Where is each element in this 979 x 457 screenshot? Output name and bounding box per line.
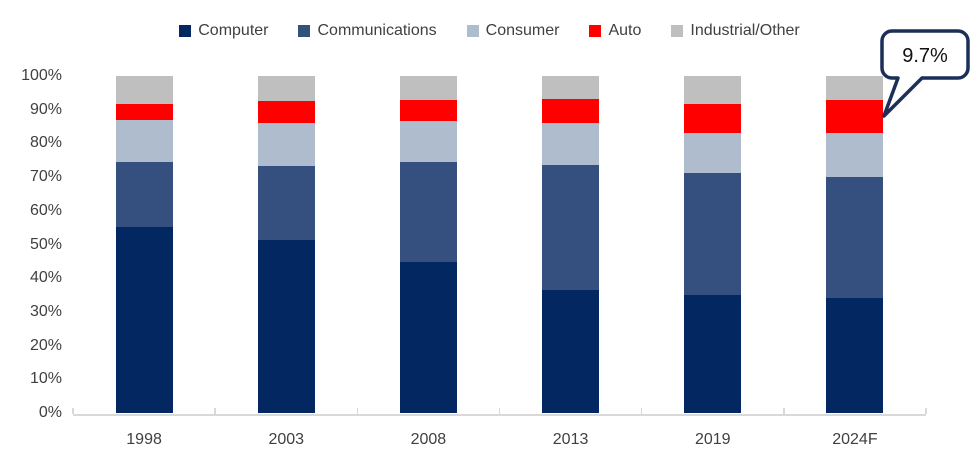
legend: Computer Communications Consumer Auto Indust… <box>0 20 979 42</box>
bar-segment-2013-communications <box>542 165 600 290</box>
bar-segment-2024f-consumer <box>826 132 884 178</box>
bar-segment-1998-communications <box>115 162 173 227</box>
bar-segment-2003-auto <box>257 101 315 124</box>
legend-swatch-icon <box>589 25 602 37</box>
x-axis-tick <box>783 408 785 414</box>
x-axis-tick <box>498 408 501 414</box>
y-axis-tick-label: 10% <box>29 370 62 388</box>
legend-label: Auto <box>608 22 642 39</box>
y-axis-tick-label: 100% <box>21 67 62 84</box>
x-axis-line <box>73 413 926 416</box>
bar-segment-2024f-industrial-other <box>826 76 884 100</box>
bar-segment-2008-communications <box>399 161 457 262</box>
y-axis-tick-label: 70% <box>29 168 62 186</box>
legend-item-communications: Communications <box>298 22 437 40</box>
legend-label: Communications <box>317 22 437 39</box>
x-axis-category-label: 2024F <box>832 431 878 448</box>
y-axis-tick-label: 90% <box>29 100 62 118</box>
x-axis-category-label: 2003 <box>268 431 305 448</box>
bar-segment-1998-auto <box>115 103 173 121</box>
y-axis-tick-label: 40% <box>29 269 62 287</box>
bar-segment-2008-computer <box>399 262 457 413</box>
legend-label: Consumer <box>485 22 560 39</box>
x-axis-tick <box>214 408 216 414</box>
bar-segment-2024f-auto <box>826 99 884 133</box>
bar-segment-2019-consumer <box>684 133 742 173</box>
y-axis-tick-label: 30% <box>29 302 62 320</box>
x-axis-category-label: 2013 <box>552 431 589 448</box>
bar-segment-2003-communications <box>257 165 315 241</box>
x-axis-category-label: 1998 <box>126 431 162 448</box>
x-axis-category-label: 2019 <box>694 431 731 448</box>
bar-segment-2008-consumer <box>399 121 457 162</box>
legend-swatch-icon <box>466 25 479 37</box>
bar-segment-2019-industrial-other <box>684 76 742 104</box>
bar-segment-2013-auto <box>542 98 600 124</box>
legend-item-industrial-other: Industrial/Other <box>671 22 800 40</box>
bar-segment-2013-consumer <box>542 123 600 166</box>
y-axis-tick-label: 80% <box>29 134 62 152</box>
x-axis-tick <box>356 408 359 414</box>
x-axis-tick <box>925 408 927 414</box>
bar-segment-2019-communications <box>684 172 742 296</box>
legend-label: Industrial/Other <box>690 22 800 39</box>
x-axis-category-label: 2008 <box>410 431 447 448</box>
bar-segment-1998-consumer <box>115 120 173 163</box>
legend-swatch-icon <box>179 25 192 37</box>
legend-swatch-icon <box>671 25 684 37</box>
y-axis-tick-label: 0% <box>38 404 62 421</box>
bar-segment-2013-industrial-other <box>542 76 600 99</box>
bar-segment-2003-computer <box>257 240 315 413</box>
y-axis-tick-label: 60% <box>29 201 62 219</box>
legend-item-auto: Auto <box>589 22 641 40</box>
x-axis-tick <box>72 408 74 414</box>
bar-segment-1998-industrial-other <box>115 76 173 104</box>
legend-item-consumer: Consumer <box>466 22 560 40</box>
bar-segment-2003-consumer <box>257 123 315 166</box>
bar-segment-2019-auto <box>684 103 742 134</box>
bar-segment-2008-industrial-other <box>399 76 457 100</box>
x-axis-tick <box>640 408 643 414</box>
legend-label: Computer <box>198 22 269 39</box>
legend-swatch-icon <box>298 25 311 37</box>
bar-segment-2013-computer <box>542 289 600 413</box>
y-axis-tick-label: 20% <box>29 336 62 354</box>
y-axis-tick-label: 50% <box>29 235 62 253</box>
bar-segment-1998-computer <box>115 226 173 413</box>
bar-segment-2019-computer <box>684 295 742 413</box>
bar-segment-2008-auto <box>399 99 457 122</box>
bar-segment-2003-industrial-other <box>257 76 315 102</box>
bar-segment-2024f-computer <box>826 298 884 413</box>
bar-segment-2024f-communications <box>826 177 884 299</box>
legend-item-computer: Computer <box>179 22 268 40</box>
